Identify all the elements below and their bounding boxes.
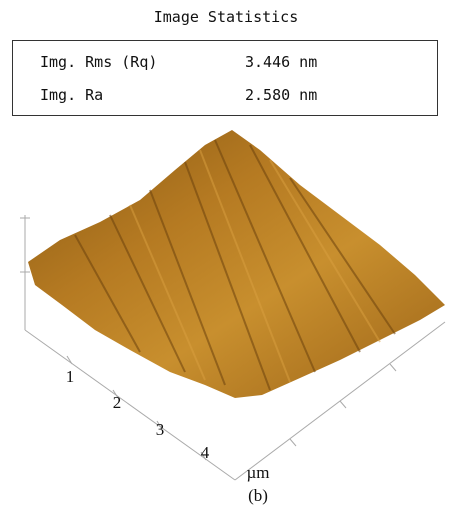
- surface-stripes: [74, 139, 396, 391]
- stat-label: Img. Rms (Rq): [40, 53, 158, 71]
- stats-table: Img. Rms (Rq) 3.446 nm Img. Ra 2.580 nm: [12, 40, 438, 116]
- axis-tick-label: 2: [113, 393, 122, 412]
- stat-value: 3.446 nm: [245, 53, 318, 71]
- stat-label: Img. Ra: [40, 86, 104, 104]
- stat-value: 2.580 nm: [245, 86, 318, 104]
- surface: [28, 130, 445, 398]
- axes-frame: [20, 215, 446, 481]
- surface-highlights: [129, 149, 381, 383]
- axis-tick-label: 3: [156, 420, 165, 439]
- axis-tick-label: 4: [201, 443, 210, 462]
- axis-tick-label: 1: [66, 367, 75, 386]
- caption: (b): [248, 486, 268, 505]
- axis-unit: µm: [246, 463, 269, 482]
- stats-title: Image Statistics: [153, 8, 299, 26]
